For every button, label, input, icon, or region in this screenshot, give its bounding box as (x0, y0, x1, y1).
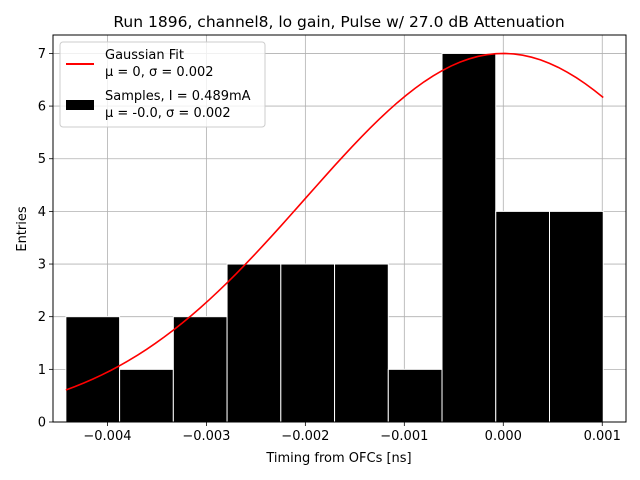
histogram-bars (65, 52, 604, 423)
legend-fit-stats: μ = 0, σ = 0.002 (105, 65, 214, 80)
y-axis: 0 1 2 3 4 5 6 7 (38, 47, 53, 431)
y-tick-label: 0 (38, 416, 46, 431)
y-tick-label: 1 (38, 363, 46, 378)
legend-frame (59, 41, 266, 128)
x-tick-label: −0.003 (182, 429, 230, 444)
x-tick-label: 0.000 (485, 429, 522, 444)
y-tick-label: 2 (38, 310, 46, 325)
histogram-bar (549, 210, 604, 423)
legend-samples-label: Samples, I = 0.489mA (105, 89, 251, 104)
legend-samples-patch-swatch (66, 100, 94, 110)
histogram-bar (280, 263, 336, 423)
x-axis-label: Timing from OFCs [ns] (265, 451, 411, 466)
fit-layer (65, 52, 604, 391)
histogram-bar (441, 52, 497, 423)
x-tick-label: −0.002 (281, 429, 329, 444)
histogram-bar (65, 316, 121, 423)
histogram-bar (495, 210, 551, 423)
x-tick-label: −0.004 (83, 429, 131, 444)
x-tick-label: 0.001 (584, 429, 621, 444)
x-tick-label: −0.001 (380, 429, 428, 444)
plot-frame (52, 34, 627, 423)
histogram-bar (226, 263, 282, 423)
gaussian-fit-line (65, 52, 604, 391)
y-tick-label: 4 (38, 205, 46, 220)
y-axis-label: Entries (15, 206, 30, 252)
y-tick-label: 3 (38, 258, 46, 273)
legend-fit-label: Gaussian Fit (105, 48, 184, 63)
legend: Gaussian Fit μ = 0, σ = 0.002 Samples, I… (59, 41, 266, 128)
histogram-bar (387, 368, 443, 423)
y-tick-label: 5 (38, 152, 46, 167)
histogram-bar (172, 316, 228, 423)
histogram-bar (334, 263, 389, 423)
x-axis: −0.004 −0.003 −0.002 −0.001 0.000 0.001 (83, 422, 621, 444)
y-tick-label: 6 (38, 100, 46, 115)
histogram-bar (119, 368, 174, 423)
chart-title: Run 1896, channel8, lo gain, Pulse w/ 27… (113, 13, 564, 31)
y-tick-label: 7 (38, 47, 46, 62)
legend-samples-stats: μ = -0.0, σ = 0.002 (105, 106, 231, 121)
